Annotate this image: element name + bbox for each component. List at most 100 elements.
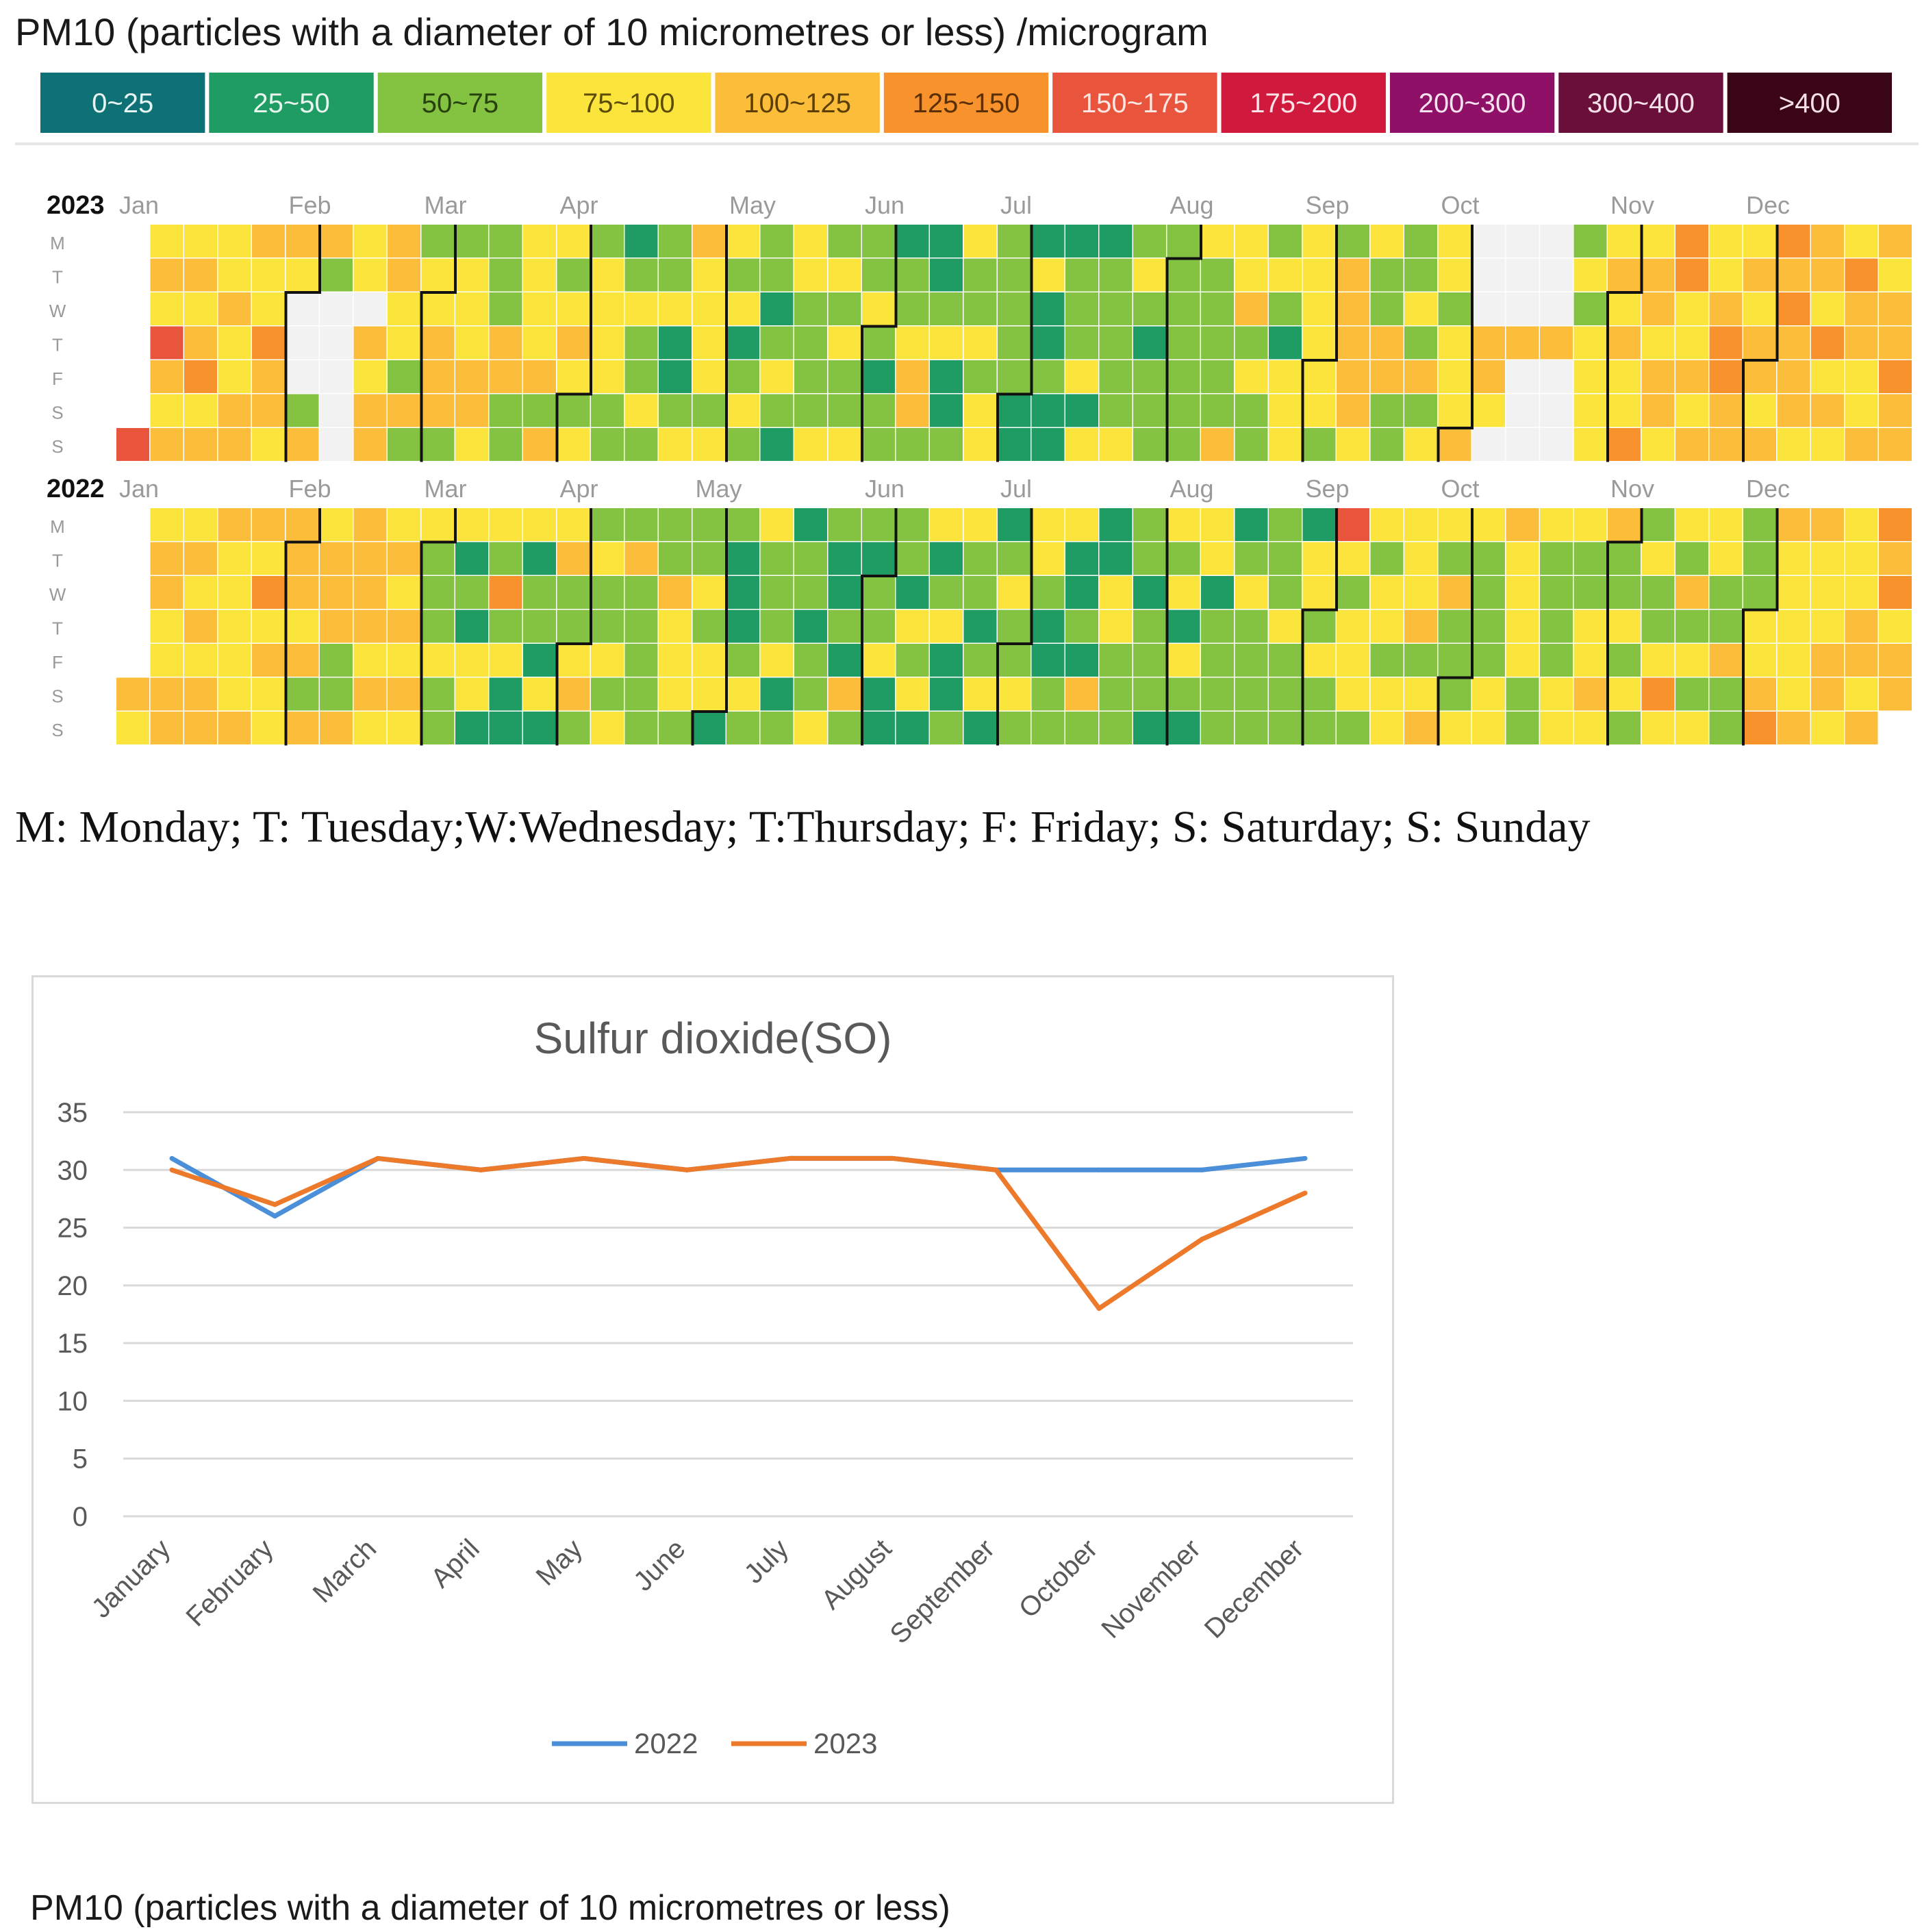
- heatmap-cell: [1540, 360, 1573, 393]
- month-boundary: [1742, 508, 1779, 746]
- heatmap-cell: [388, 292, 420, 325]
- heatmap-cell: [1438, 394, 1471, 427]
- heatmap-cell: [1133, 326, 1166, 360]
- heatmap-cell: [1133, 394, 1166, 427]
- heatmap-cell: [1811, 360, 1844, 393]
- heatmap-cell: [1540, 712, 1573, 744]
- heatmap-cell: [1235, 508, 1268, 541]
- heatmap-cell: [1370, 508, 1404, 541]
- heatmap-cell: [489, 292, 522, 325]
- heatmap-cell: [1540, 326, 1573, 360]
- heatmap-cell: [1302, 225, 1336, 258]
- weekday-label: T: [52, 335, 63, 355]
- heatmap-cell: [1506, 360, 1539, 393]
- heatmap-cell: [1438, 292, 1471, 325]
- heatmap-cell: [184, 428, 217, 461]
- heatmap-cell: [1506, 508, 1539, 541]
- heatmap-cell: [726, 712, 759, 744]
- heatmap-cell: [1370, 360, 1404, 393]
- heatmap-cell: [624, 508, 658, 541]
- heatmap-cell: [963, 326, 997, 360]
- heatmap-cell: [557, 677, 590, 711]
- heatmap-cell: [1133, 292, 1166, 325]
- heatmap-cell: [726, 677, 759, 711]
- heatmap-cell: [150, 576, 184, 609]
- heatmap-cell: [218, 576, 251, 609]
- heatmap-cell: [1709, 508, 1743, 541]
- heatmap-cell: [1269, 394, 1302, 427]
- heatmap-cell: [1269, 428, 1302, 461]
- heatmap-cell: [1404, 712, 1437, 744]
- heatmap-cell: [1879, 258, 1912, 292]
- heatmap-cell: [862, 712, 895, 744]
- heatmap-cell: [1438, 542, 1471, 575]
- heatmap-cell: [1472, 576, 1505, 609]
- legend-swatch: [377, 73, 543, 133]
- heatmap-cell: [1879, 326, 1912, 360]
- heatmap-cell: [1065, 677, 1098, 711]
- x-tick-label: October: [1013, 1533, 1104, 1624]
- heatmap-cell: [726, 610, 759, 643]
- heatmap-cell: [1099, 508, 1133, 541]
- heatmap-cell: [252, 428, 285, 461]
- heatmap-cell: [1031, 610, 1065, 643]
- heatmap-cell: [1608, 644, 1641, 677]
- heatmap-cell: [896, 428, 929, 461]
- heatmap-cell: [1302, 428, 1336, 461]
- heatmap-cell: [489, 712, 522, 744]
- heatmap-cell: [930, 677, 963, 711]
- heatmap-cell: [1269, 677, 1302, 711]
- heatmap-cell: [862, 258, 895, 292]
- heatmap-cell: [421, 225, 455, 258]
- heatmap-cell: [150, 292, 184, 325]
- heatmap-cell: [1573, 610, 1607, 643]
- month-label: Apr: [560, 191, 598, 219]
- heatmap-cell: [320, 576, 353, 609]
- heatmap-cell: [1065, 508, 1098, 541]
- heatmap-cell: [1676, 428, 1708, 461]
- heatmap-cell: [455, 610, 488, 643]
- pm10-title: PM10 (particles with a diameter of 10 mi…: [15, 10, 1209, 53]
- heatmap-cell: [252, 225, 285, 258]
- heatmap-cell: [1133, 644, 1166, 677]
- heatmap-cell: [760, 292, 794, 325]
- heatmap-cell: [557, 292, 590, 325]
- heatmap-cell: [1641, 677, 1675, 711]
- heatmap-cell: [828, 644, 861, 677]
- heatmap-cell: [489, 428, 522, 461]
- y-tick-label: 20: [58, 1271, 88, 1301]
- heatmap-cell: [1167, 258, 1200, 292]
- heatmap-cell: [591, 576, 624, 609]
- heatmap-cell: [1608, 292, 1641, 325]
- legend-item: 200~300: [1389, 73, 1555, 133]
- heatmap-cell: [760, 677, 794, 711]
- heatmap-cell: [1099, 610, 1133, 643]
- heatmap-cell: [1269, 644, 1302, 677]
- legend-swatch: [715, 73, 880, 133]
- legend-series-label: 2022: [634, 1727, 698, 1759]
- heatmap-cell: [1337, 360, 1369, 393]
- heatmap-cell: [659, 508, 692, 541]
- heatmap-cell: [591, 542, 624, 575]
- heatmap-cell: [1337, 258, 1369, 292]
- legend-label: 50~75: [422, 88, 498, 118]
- heatmap-cell: [1404, 428, 1437, 461]
- y-tick-label: 25: [58, 1214, 88, 1244]
- heatmap-cell: [557, 576, 590, 609]
- heatmap-cell: [760, 712, 794, 744]
- heatmap-cell: [388, 677, 420, 711]
- heatmap-cell: [1099, 542, 1133, 575]
- heatmap-cell: [659, 576, 692, 609]
- heatmap-cell: [930, 644, 963, 677]
- heatmap-cell: [150, 326, 184, 360]
- heatmap-cell: [692, 508, 726, 541]
- heatmap-cell: [1201, 677, 1234, 711]
- legend-label: 300~400: [1587, 88, 1695, 118]
- heatmap-cell: [1540, 508, 1573, 541]
- heatmap-cell: [726, 326, 759, 360]
- heatmap-cell: [523, 428, 556, 461]
- heatmap-year-label: 2023: [47, 191, 105, 220]
- heatmap-cell: [1133, 542, 1166, 575]
- month-label: May: [696, 475, 742, 503]
- heatmap-cell: [1573, 428, 1607, 461]
